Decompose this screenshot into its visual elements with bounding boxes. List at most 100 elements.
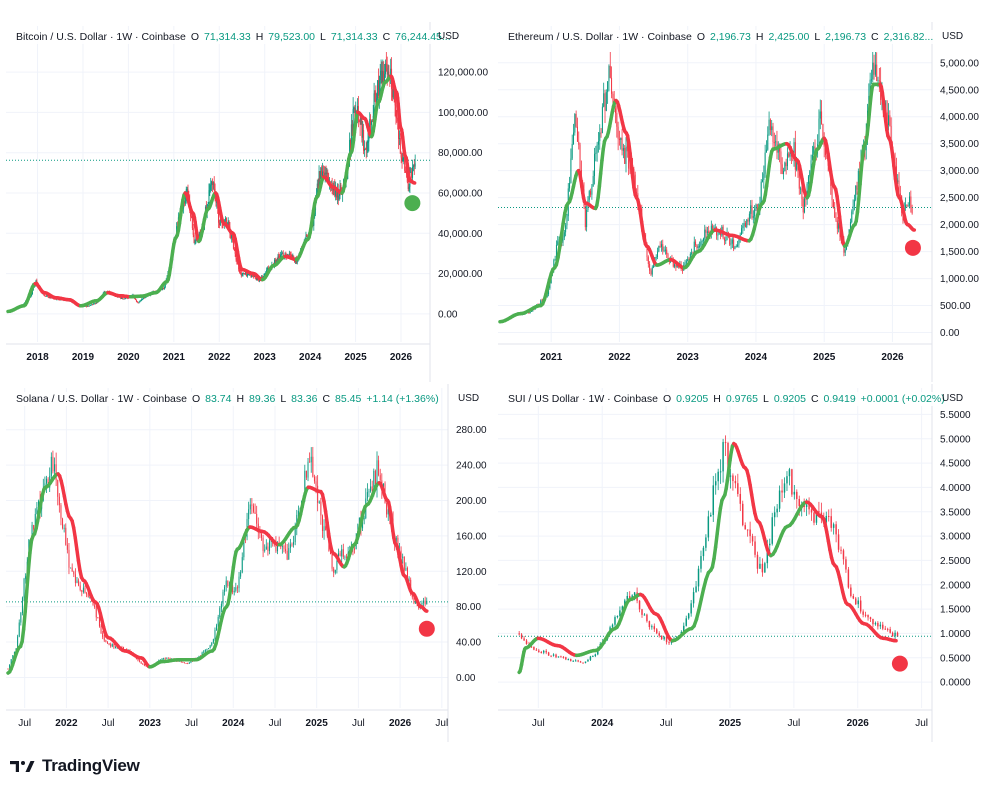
chart-svg-eth[interactable]: 0.00 500.00 1,000.00 1,500.00 2,000.00 2,500.…	[498, 22, 994, 382]
candle-body	[759, 563, 761, 569]
candle-body	[664, 249, 666, 251]
y-tick-label: 40,000.00	[438, 229, 483, 240]
candle-body	[246, 274, 248, 277]
candle-body	[408, 186, 410, 189]
candle-body	[600, 132, 602, 134]
moving-average-segment	[713, 531, 719, 549]
candle-body	[720, 232, 722, 236]
chart-svg-sui[interactable]: 0.0000 0.5000 1.0000 1.5000 2.0000 2.5000 3.00…	[498, 384, 994, 742]
candle-body	[103, 637, 105, 641]
legend-c-label: C	[871, 31, 879, 43]
candle-body	[140, 300, 142, 302]
legend-close: 76,244.45...	[395, 31, 451, 43]
candle-body	[657, 251, 659, 258]
candle-body	[371, 121, 373, 123]
moving-average-segment	[25, 569, 31, 593]
candle-body	[742, 225, 744, 229]
x-tick-label: 2024	[591, 718, 614, 729]
candle-body	[360, 117, 362, 125]
candle-body	[383, 71, 385, 83]
candle-body	[739, 493, 742, 504]
candle-body	[235, 253, 237, 260]
candle-body	[142, 297, 144, 299]
candle-body	[367, 141, 369, 143]
candle-body	[687, 259, 689, 262]
candle-body	[780, 151, 782, 165]
candle-body	[183, 662, 185, 664]
candle-body	[49, 297, 51, 299]
candle-body	[382, 71, 384, 83]
candle-body	[855, 185, 857, 200]
candle-body	[411, 171, 413, 178]
candle-body	[210, 184, 212, 186]
currency-label[interactable]: USD	[942, 393, 964, 404]
candle-body	[592, 176, 594, 187]
chart-panel-sui[interactable]: SUI / US Dollar · 1W · Coinbase O 0.9205 …	[498, 384, 994, 742]
x-tick-label: 2023	[254, 352, 277, 363]
candle-body	[62, 518, 64, 529]
candle-body	[211, 181, 213, 185]
candle-body	[243, 272, 245, 274]
candle-body	[571, 143, 573, 159]
candle-body	[249, 504, 251, 510]
candle-body	[529, 311, 531, 314]
candle-body	[84, 587, 86, 594]
currency-label[interactable]: USD	[438, 31, 460, 42]
candle-body	[60, 505, 62, 519]
x-tick-label: Jul	[787, 718, 800, 729]
candle-body	[643, 614, 646, 616]
candle-body	[825, 515, 828, 523]
chart-svg-btc[interactable]: 0.00 20,000.00 40,000.00 60,000.00 80,000.00…	[6, 22, 494, 382]
candle-body	[730, 243, 732, 245]
chart-svg-sol[interactable]: 0.00 40.00 80.00 120.00 160.00 200.00 240.00 28…	[6, 384, 494, 742]
candle-body	[547, 652, 550, 656]
candle-body	[260, 533, 262, 538]
candle-body	[235, 587, 237, 591]
candle-body	[228, 220, 230, 227]
candle-body	[769, 119, 771, 131]
candle-body	[659, 246, 661, 248]
candle-body	[294, 529, 296, 543]
candle-body	[666, 249, 668, 255]
moving-average-segment	[867, 101, 873, 116]
x-tick-label: 2026	[847, 718, 870, 729]
candle-body	[608, 65, 610, 82]
y-tick-label: 120,000.00	[438, 68, 488, 79]
candle-body	[258, 278, 260, 282]
y-tick-label: 2,000.00	[940, 220, 979, 231]
candle-body	[287, 254, 289, 256]
candle-body	[211, 642, 213, 646]
candle-body	[43, 293, 45, 296]
candle-body	[830, 516, 832, 528]
candle-body	[660, 244, 662, 247]
candle-body	[742, 503, 744, 526]
candle-body	[184, 197, 186, 204]
tradingview-footer[interactable]: TradingView	[10, 756, 140, 776]
candle-body	[285, 549, 287, 551]
currency-label[interactable]: USD	[458, 393, 480, 404]
candle-body	[781, 490, 783, 493]
candle-body	[79, 585, 81, 591]
y-tick-label: 2.5000	[940, 556, 971, 567]
candle-body	[141, 299, 143, 301]
candle-body	[634, 174, 636, 192]
candle-body	[796, 161, 798, 170]
candle-body	[783, 171, 785, 174]
candle-body	[386, 67, 388, 75]
candle-body	[864, 614, 867, 616]
candle-body	[756, 554, 759, 569]
candle-body	[217, 617, 219, 626]
chart-panel-sol[interactable]: Solana / U.S. Dollar · 1W · Coinbase O 83…	[6, 384, 494, 742]
candle-body	[46, 478, 48, 484]
candle-body	[700, 241, 702, 246]
candle-body	[246, 272, 248, 277]
candle-body	[121, 297, 123, 299]
candle-body	[167, 657, 169, 659]
chart-panel-eth[interactable]: Ethereum / U.S. Dollar · 1W · Coinbase O…	[498, 22, 994, 382]
candle-body	[247, 273, 249, 275]
currency-label[interactable]: USD	[942, 31, 964, 42]
candle-body	[377, 80, 379, 99]
candle-body	[363, 148, 365, 151]
legend-c-label: C	[322, 393, 331, 405]
